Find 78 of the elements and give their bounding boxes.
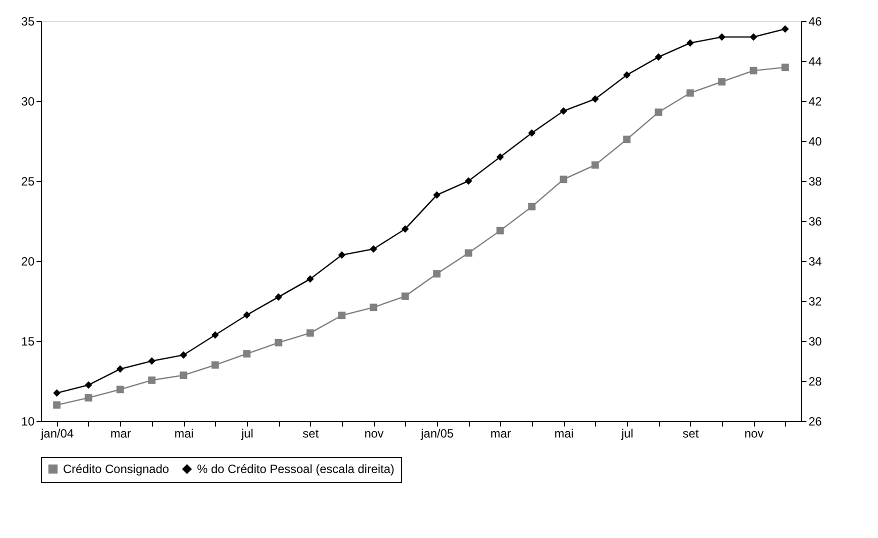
- point: [211, 331, 219, 339]
- point: [781, 64, 789, 72]
- point: [370, 245, 378, 253]
- point: [306, 275, 314, 283]
- point: [686, 39, 694, 47]
- point: [560, 107, 568, 115]
- x-tick-label: mar: [110, 426, 132, 440]
- point: [148, 376, 156, 384]
- point: [654, 53, 662, 61]
- point: [591, 161, 599, 169]
- y2-tick-label: 28: [808, 374, 822, 388]
- x-tick-label: jan/04: [40, 426, 74, 440]
- y2-tick-label: 46: [808, 14, 822, 28]
- point: [84, 394, 92, 402]
- legend-label: % do Crédito Pessoal (escala direita): [197, 462, 394, 476]
- y-tick-label: 30: [21, 94, 35, 108]
- y2-tick-label: 32: [808, 294, 822, 308]
- y2-tick-label: 26: [808, 414, 822, 428]
- x-tick-label: mai: [174, 426, 194, 440]
- point: [496, 226, 504, 234]
- y2-tick-label: 36: [808, 214, 822, 228]
- x-tick-label: mai: [554, 426, 574, 440]
- y-tick-label: 15: [21, 334, 35, 348]
- point: [496, 153, 504, 161]
- point: [243, 311, 251, 319]
- x-tick-label: set: [682, 426, 700, 440]
- y2-tick-label: 44: [808, 54, 822, 68]
- x-tick-label: jul: [620, 426, 634, 440]
- y-tick-label: 10: [21, 414, 35, 428]
- point: [243, 350, 251, 358]
- x-tick-label: nov: [364, 426, 384, 440]
- point: [180, 372, 188, 379]
- point: [464, 177, 472, 185]
- point: [53, 401, 61, 409]
- point: [401, 292, 409, 300]
- point: [528, 202, 536, 210]
- x-tick-label: mar: [490, 426, 512, 440]
- point: [750, 66, 758, 74]
- point: [180, 351, 188, 359]
- point: [116, 386, 124, 394]
- point: [560, 176, 568, 184]
- point: [433, 191, 441, 199]
- y-tick-label: 20: [21, 254, 35, 268]
- point: [718, 78, 726, 86]
- point: [591, 95, 599, 103]
- point: [370, 304, 378, 312]
- point: [654, 108, 662, 116]
- point: [338, 251, 346, 259]
- point: [401, 225, 409, 233]
- point: [750, 33, 758, 41]
- y2-tick-label: 30: [808, 334, 822, 348]
- point: [781, 25, 789, 33]
- y-tick-label: 35: [21, 14, 35, 28]
- point: [274, 293, 282, 301]
- point: [148, 357, 156, 365]
- y2-tick-label: 34: [808, 254, 822, 268]
- point: [623, 71, 631, 79]
- point: [433, 270, 441, 278]
- point: [306, 329, 314, 337]
- x-tick-label: set: [302, 426, 320, 440]
- point: [528, 129, 536, 137]
- point: [84, 381, 92, 389]
- y2-tick-label: 42: [808, 94, 822, 108]
- point: [718, 33, 726, 41]
- point: [53, 389, 61, 397]
- point: [116, 365, 124, 373]
- x-tick-label: nov: [744, 426, 764, 440]
- point: [211, 361, 219, 369]
- legend-label: Crédito Consignado: [63, 462, 170, 476]
- y2-tick-label: 38: [808, 174, 822, 188]
- y2-tick-label: 40: [808, 134, 822, 148]
- x-tick-label: jan/05: [420, 426, 454, 440]
- point: [274, 338, 282, 346]
- point: [338, 312, 346, 320]
- y-tick-label: 25: [21, 174, 35, 188]
- point: [623, 136, 631, 144]
- point: [686, 89, 694, 97]
- x-tick-label: jul: [240, 426, 254, 440]
